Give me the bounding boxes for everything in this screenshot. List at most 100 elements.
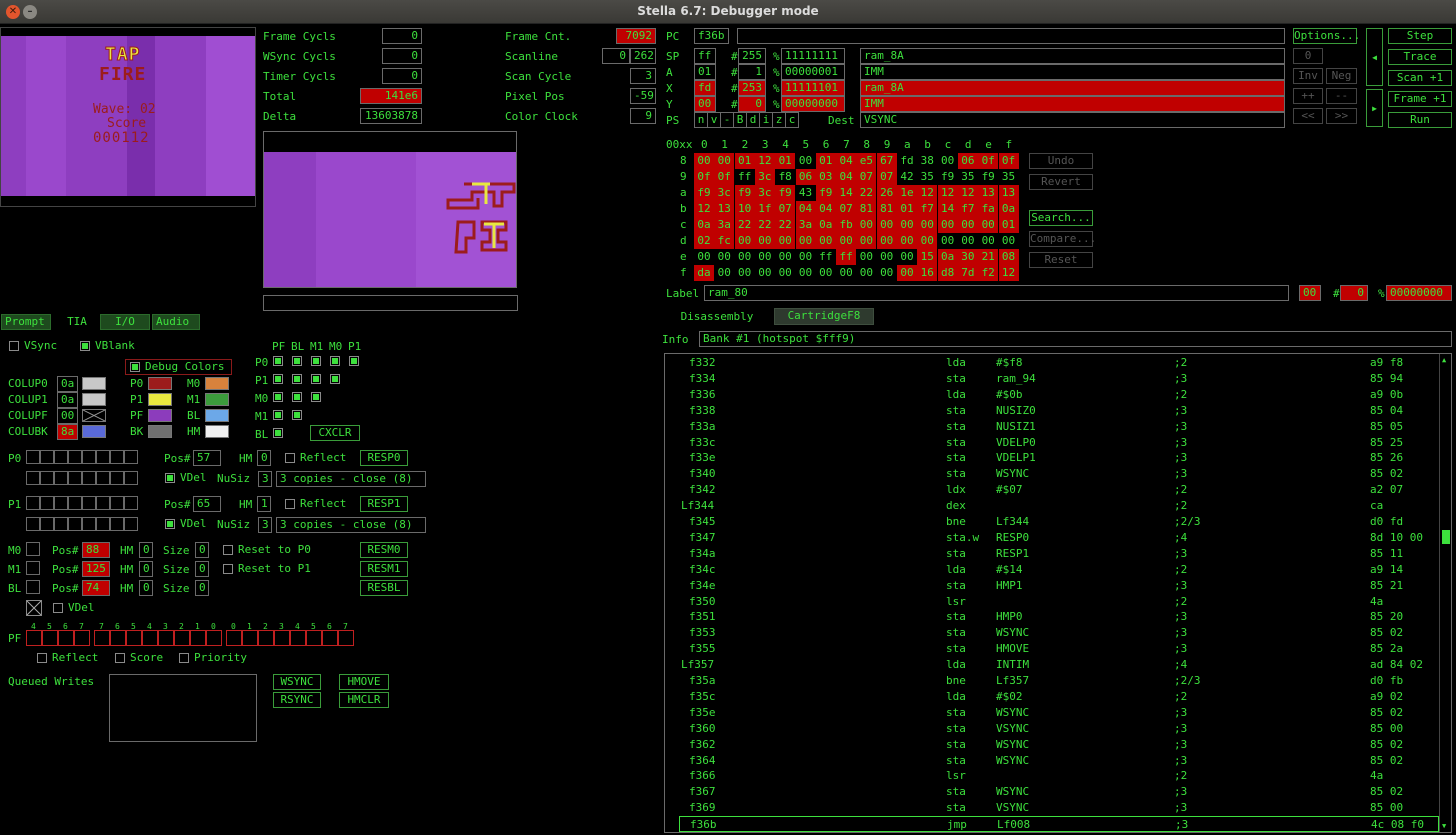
disassembly-list[interactable]: f332 lda #$f8 ;2 a9 f8 f334 sta ram_94 ;…: [664, 353, 1452, 833]
ram-cell[interactable]: f9: [815, 185, 836, 201]
ram-cell[interactable]: 14: [937, 201, 958, 217]
rewind-icon[interactable]: ◀: [1366, 28, 1383, 86]
reg-y-dec[interactable]: 0: [738, 96, 766, 112]
ram-cell[interactable]: 02: [694, 233, 714, 249]
undo-button[interactable]: Undo: [1029, 153, 1093, 169]
ram-cell[interactable]: 12: [754, 153, 775, 169]
ram-cell[interactable]: 00: [937, 217, 958, 233]
collision-checkbox[interactable]: [273, 410, 283, 420]
ram-cell[interactable]: 01: [734, 153, 755, 169]
dec-button[interactable]: --: [1326, 88, 1357, 104]
ram-cell[interactable]: 00: [734, 233, 755, 249]
ram-cell[interactable]: fd: [900, 154, 914, 167]
ram-cell[interactable]: 00: [775, 233, 796, 249]
pf-bit-cell[interactable]: [126, 630, 142, 646]
p1-graphics-grid[interactable]: [26, 496, 138, 510]
ram-cell[interactable]: ff: [737, 170, 752, 183]
ram-cell[interactable]: 0a: [937, 249, 958, 265]
reg-a-dec[interactable]: 1: [738, 64, 766, 80]
pf-bit-cell[interactable]: [174, 630, 190, 646]
ram-cell[interactable]: 00: [876, 217, 897, 233]
ps-flag[interactable]: c: [785, 112, 799, 128]
pc-value[interactable]: f36b: [694, 28, 729, 44]
disasm-row[interactable]: f34e sta HMP1 ;3 85 21: [665, 578, 1441, 594]
bl-hm-value[interactable]: 0: [139, 580, 153, 596]
ram-cell[interactable]: 00: [737, 250, 752, 263]
cxclr-button[interactable]: CXCLR: [310, 425, 360, 441]
resp0-button[interactable]: RESP0: [360, 450, 408, 466]
collision-checkbox[interactable]: [330, 356, 340, 366]
collision-checkbox[interactable]: [273, 392, 283, 402]
ram-cell[interactable]: 00: [815, 233, 836, 249]
pf-bit-cell[interactable]: [190, 630, 206, 646]
ram-cell[interactable]: 03: [815, 169, 836, 185]
ram-cell[interactable]: 00: [859, 266, 874, 279]
ram-cell[interactable]: 04: [836, 153, 857, 169]
ram-cell[interactable]: 0f: [714, 169, 735, 185]
ram-cell[interactable]: f9: [694, 185, 714, 201]
colubk-value[interactable]: 8a: [57, 424, 78, 440]
ram-cell[interactable]: 0a: [694, 217, 714, 233]
reg-sp-hex[interactable]: ff: [694, 48, 716, 64]
ram-cell[interactable]: 00: [917, 217, 938, 233]
disasm-row[interactable]: f35e sta WSYNC ;3 85 02: [665, 705, 1441, 721]
rsync-button[interactable]: RSYNC: [273, 692, 321, 708]
ram-cell[interactable]: 30: [957, 249, 978, 265]
tab-prompt[interactable]: Prompt: [1, 314, 51, 330]
p1-nusiz-value[interactable]: 3: [258, 517, 272, 533]
close-icon[interactable]: ✕: [6, 5, 20, 19]
ram-cell[interactable]: 00: [859, 250, 874, 263]
disasm-row[interactable]: f350 lsr ;2 4a: [665, 594, 1441, 610]
scroll-down-icon[interactable]: ▼: [1442, 822, 1447, 830]
m0-size-value[interactable]: 0: [195, 542, 209, 558]
hmclr-button[interactable]: HMCLR: [339, 692, 389, 708]
ram-cell[interactable]: 00: [754, 233, 775, 249]
disasm-row[interactable]: f336 lda #$0b ;2 a9 0b: [665, 387, 1441, 403]
p1-nusiz-select[interactable]: 3 copies - close (8): [276, 517, 426, 533]
ram-cell[interactable]: 00: [697, 250, 711, 263]
reg-a-bin[interactable]: 00000001: [781, 64, 845, 80]
ram-cell[interactable]: 35: [961, 170, 975, 183]
ram-cell[interactable]: 0f: [694, 169, 714, 185]
ram-cell[interactable]: 00: [876, 233, 897, 249]
ram-cell[interactable]: 00: [940, 154, 955, 167]
tab-cartridge[interactable]: CartridgeF8: [774, 308, 874, 325]
ram-cell[interactable]: 00: [694, 153, 714, 169]
ram-cell[interactable]: 1e: [897, 185, 917, 201]
minimize-icon[interactable]: –: [23, 5, 37, 19]
ram-cell[interactable]: f9: [940, 170, 955, 183]
ram-cell[interactable]: 21: [978, 249, 999, 265]
disasm-row[interactable]: Lf357 lda INTIM ;4 ad 84 02: [665, 657, 1441, 673]
ram-cell[interactable]: 0f: [998, 153, 1019, 169]
m1-hm-value[interactable]: 0: [139, 561, 153, 577]
ram-cell[interactable]: 00: [1001, 234, 1016, 247]
pf-bit-cell[interactable]: [258, 630, 274, 646]
ram-cell[interactable]: 42: [900, 170, 914, 183]
ram-cell[interactable]: da: [694, 265, 714, 281]
ram-cell[interactable]: 07: [876, 169, 897, 185]
shl-button[interactable]: <<: [1293, 108, 1323, 124]
frame-plus-one-button[interactable]: Frame +1: [1388, 91, 1452, 107]
ram-cell[interactable]: ff: [836, 249, 857, 265]
ram-cell[interactable]: 35: [1001, 170, 1016, 183]
step-button[interactable]: Step: [1388, 28, 1452, 44]
ram-cell[interactable]: 00: [778, 250, 792, 263]
m1-pos-value[interactable]: 125: [82, 561, 110, 577]
disasm-row[interactable]: f332 lda #$f8 ;2 a9 f8: [665, 355, 1441, 371]
m1-enable-box[interactable]: [26, 561, 40, 575]
pf-bit-cell[interactable]: [338, 630, 354, 646]
ram-cell[interactable]: 01: [897, 201, 917, 217]
disasm-row[interactable]: f362 sta WSYNC ;3 85 02: [665, 737, 1441, 753]
ram-cell[interactable]: 00: [714, 153, 735, 169]
m0-pos-value[interactable]: 88: [82, 542, 110, 558]
collision-checkbox[interactable]: [311, 356, 321, 366]
m1-reset-checkbox[interactable]: [223, 564, 233, 574]
ram-cell[interactable]: 3a: [795, 217, 816, 233]
ps-flag[interactable]: v: [707, 112, 721, 128]
search-button[interactable]: Search...: [1029, 210, 1093, 226]
ram-cell[interactable]: 08: [998, 249, 1019, 265]
ram-cell[interactable]: 00: [880, 250, 894, 263]
ram-cell[interactable]: 06: [795, 169, 816, 185]
pf-bit-cell[interactable]: [42, 630, 58, 646]
disasm-row[interactable]: Lf344 dex ;2 ca: [665, 498, 1441, 514]
